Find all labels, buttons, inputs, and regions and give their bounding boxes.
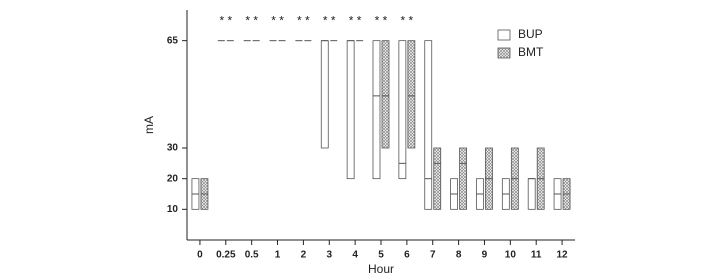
- significance-marker: * *: [297, 13, 310, 27]
- x-tick-label: 5: [378, 250, 384, 261]
- legend-label: BUP: [518, 27, 543, 41]
- y-tick-label: 20: [167, 173, 179, 184]
- x-tick-label: 0: [197, 250, 203, 261]
- x-axis-label: Hour: [368, 262, 394, 274]
- range-box: [459, 147, 468, 210]
- range-box: [407, 40, 416, 149]
- x-tick-label: 2: [301, 250, 307, 261]
- significance-marker: * *: [349, 13, 362, 27]
- significance-marker: * *: [375, 13, 388, 27]
- legend-label: BMT: [518, 45, 544, 59]
- x-tick-label: 6: [404, 250, 410, 261]
- x-tick-label: 3: [326, 250, 332, 261]
- legend-swatch: [497, 47, 511, 59]
- range-box: [398, 40, 407, 180]
- range-box: [346, 40, 355, 180]
- x-tick-label: 7: [430, 250, 436, 261]
- y-axis-label: mA: [142, 116, 156, 134]
- x-tick-label: 12: [557, 250, 569, 261]
- significance-marker: * *: [219, 13, 232, 27]
- significance-marker: * *: [245, 13, 258, 27]
- significance-marker: * *: [401, 13, 414, 27]
- range-box: [320, 40, 329, 149]
- x-tick-label: 0.25: [216, 250, 236, 261]
- legend-swatch: [497, 29, 511, 41]
- significance-marker: * *: [323, 13, 336, 27]
- range-box: [433, 147, 442, 210]
- x-tick-label: 1: [275, 250, 281, 261]
- x-tick-label: 10: [505, 250, 517, 261]
- x-tick-label: 4: [352, 250, 358, 261]
- y-tick-label: 10: [167, 204, 179, 215]
- range-box: [527, 178, 536, 210]
- x-tick-label: 9: [482, 250, 488, 261]
- range-box: [372, 40, 381, 180]
- x-tick-label: 11: [531, 250, 542, 261]
- x-tick-label: 8: [456, 250, 462, 261]
- significance-marker: * *: [271, 13, 284, 27]
- y-tick-label: 65: [167, 35, 179, 46]
- x-tick-label: 0.5: [245, 250, 259, 261]
- range-box: [424, 40, 433, 210]
- y-tick-label: 30: [167, 143, 179, 154]
- range-box: [381, 40, 390, 149]
